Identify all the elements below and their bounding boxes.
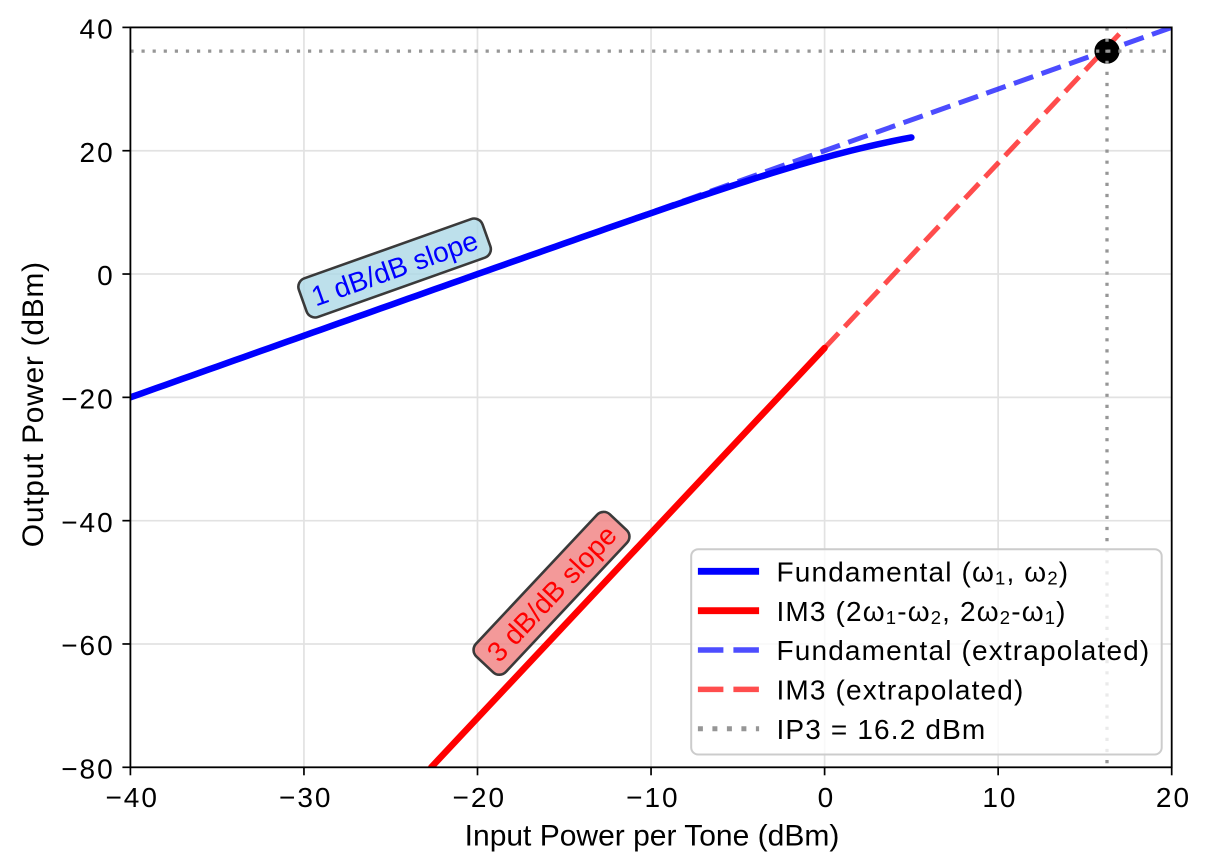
svg-text:Input Power per Tone (dBm): Input Power per Tone (dBm) [465, 819, 840, 852]
svg-text:IP3 = 16.2 dBm: IP3 = 16.2 dBm [777, 714, 987, 745]
svg-text:−20: −20 [61, 384, 115, 415]
svg-text:IM3 (2ω1-ω2, 2ω2-ω1): IM3 (2ω1-ω2, 2ω2-ω1) [777, 596, 1067, 628]
svg-text:Output Power (dBm): Output Power (dBm) [17, 261, 50, 547]
svg-text:−60: −60 [61, 630, 115, 661]
svg-text:20: 20 [80, 137, 115, 168]
svg-text:−40: −40 [61, 507, 115, 538]
svg-text:40: 40 [80, 14, 115, 45]
svg-text:0: 0 [818, 782, 836, 813]
svg-text:−20: −20 [453, 782, 507, 813]
svg-text:Fundamental (ω1, ω2): Fundamental (ω1, ω2) [777, 557, 1070, 589]
svg-text:10: 10 [982, 782, 1017, 813]
svg-text:−10: −10 [626, 782, 680, 813]
svg-text:20: 20 [1156, 782, 1191, 813]
svg-text:−80: −80 [61, 754, 115, 785]
svg-text:Fundamental (extrapolated): Fundamental (extrapolated) [777, 635, 1151, 666]
svg-text:0: 0 [97, 260, 115, 291]
svg-text:−40: −40 [105, 782, 159, 813]
svg-text:IM3 (extrapolated): IM3 (extrapolated) [777, 675, 1025, 706]
svg-text:−30: −30 [279, 782, 333, 813]
